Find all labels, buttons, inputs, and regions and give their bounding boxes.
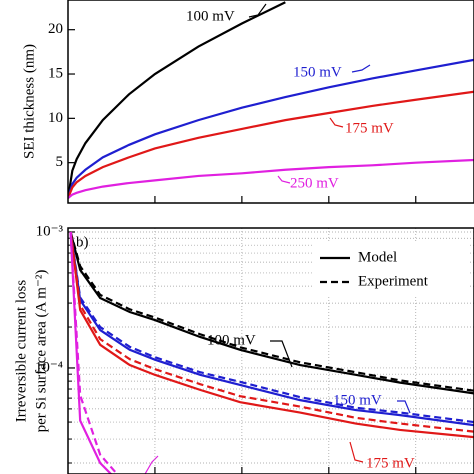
leader [277,175,291,184]
y-tick-label: 15 [48,65,63,81]
series-line [68,58,474,199]
annotation: 175 mV [345,120,394,136]
leader [397,400,411,414]
leaders [144,3,411,474]
y-tick-label: 10⁻⁴ [35,359,63,375]
series-line [69,231,474,395]
legend-label: Model [358,249,397,265]
annotation: 100 mV [186,8,235,24]
annotation: 150 mV [333,392,382,408]
annotation: 150 mV [293,64,342,80]
y-tick-label: 10⁻³ [36,223,64,239]
series-line [69,231,474,439]
leader [329,117,344,128]
y-axis-label: Irreversible current loss [13,280,29,423]
plot-frame [67,0,474,204]
y-tick-label: 20 [48,21,63,37]
annotation: 250 mV [290,175,339,191]
series-line [68,90,474,199]
series-line [68,1,286,199]
annotation: 175 mV [366,455,415,471]
panel-label: b) [76,234,89,250]
legend-label: Experiment [358,273,429,289]
plot-frame [67,227,474,474]
y-axis-label: per Si surface area (A m⁻²) [33,270,49,433]
leader [144,455,159,474]
series-line [69,231,474,424]
y-axis-label: SEI thickness (nm) [21,44,37,159]
series-line [68,158,474,199]
series-line [69,231,474,433]
series-line [69,231,474,392]
leader [351,64,371,73]
y-tick-label: 5 [56,154,64,170]
series-line [69,231,474,427]
legend-box [314,242,468,296]
series-line [69,231,119,474]
y-tick-label: 10 [48,110,63,126]
leader [349,441,364,463]
annotation: 100 mV [207,332,256,348]
